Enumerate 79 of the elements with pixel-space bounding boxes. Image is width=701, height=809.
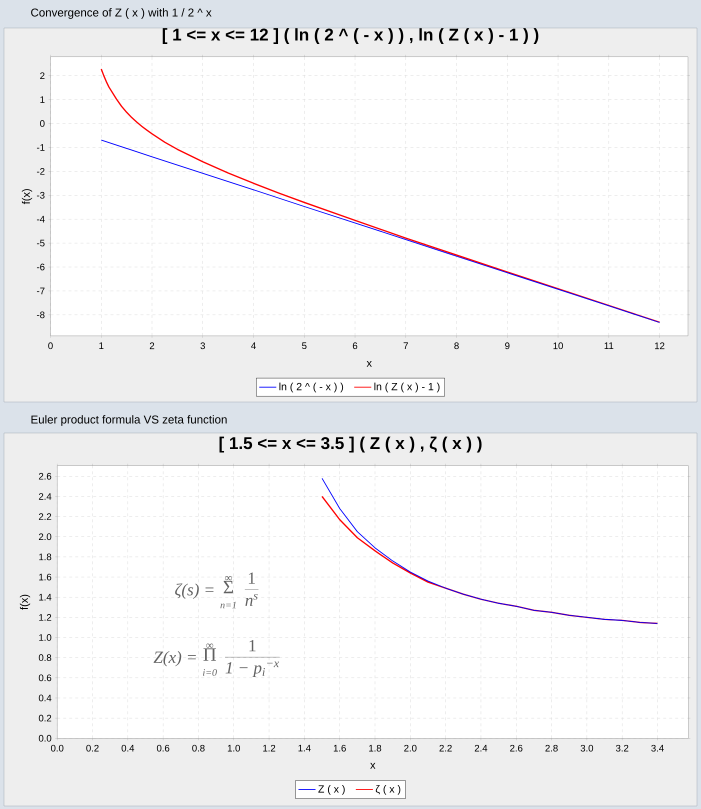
y-tick-label: 0.0 (38, 734, 52, 742)
y-tick-label: -3 (36, 192, 45, 199)
x-tick-label: 2.2 (439, 744, 452, 752)
y-tick-label: 2.0 (38, 533, 52, 540)
y-tick-label: -4 (36, 216, 45, 222)
y-tick-label: 0.4 (38, 694, 52, 702)
annotation: Π (203, 648, 216, 661)
y-axis-title: f(x) (20, 594, 30, 610)
x-axis-title: x (370, 762, 376, 769)
x-tick-label: 0.6 (156, 744, 170, 752)
annotation: Z(x) = (154, 651, 196, 666)
chart-title: [ 1.5 <= x <= 3.5 ] ( Z ( x ) , ζ ( x ) ) (220, 436, 482, 453)
annotation: ∞ (206, 644, 214, 648)
x-tick-label: 0.0 (50, 744, 64, 752)
x-tick-label: 12 (655, 342, 664, 350)
x-tick-label: 1.0 (228, 744, 240, 752)
y-tick-label: 2.2 (38, 513, 52, 520)
x-tick-label: 0.2 (86, 744, 99, 752)
annotation: Σ (224, 580, 234, 594)
y-axis-title: f(x) (22, 189, 32, 204)
y-tick-label: -2 (36, 168, 44, 175)
y-tick-label: 1.0 (39, 634, 52, 641)
annotation: ∞ (224, 576, 232, 580)
y-tick-label: -7 (36, 288, 44, 294)
legend-label: Z ( x ) (318, 784, 345, 795)
x-tick-label: 1.6 (334, 744, 346, 752)
y-tick-label: 1.4 (39, 594, 52, 600)
y-tick-label: -6 (36, 264, 45, 270)
y-tick-label: 1.2 (39, 614, 52, 621)
y-tick-label: 0.6 (38, 674, 52, 682)
y-tick-label: 1.6 (39, 574, 52, 580)
x-tick-label: 11 (604, 342, 614, 349)
text: Convergence of Z ( x ) with 1 / 2 ^ x (31, 8, 212, 19)
x-tick-label: 10 (553, 342, 563, 350)
y-tick-label: 0 (40, 120, 45, 127)
annotation: i=0 (203, 669, 217, 676)
legend-label: ln ( Z ( x ) - 1 ) (374, 382, 440, 392)
x-tick-label: 6 (352, 342, 358, 350)
x-tick-label: 2.4 (474, 744, 488, 752)
x-tick-label: 1.4 (298, 744, 311, 752)
y-tick-label: 2 (40, 72, 44, 80)
y-tick-label: 0.8 (38, 654, 52, 662)
y-tick-label: 0.2 (38, 714, 52, 722)
annotation: 1 (248, 572, 255, 584)
x-tick-label: 1.8 (369, 744, 382, 752)
x-tick-label: 2 (150, 342, 154, 350)
y-tick-label: 1.8 (39, 554, 52, 560)
y-tick-label: 2.4 (38, 493, 52, 500)
y-tick-label: -5 (36, 240, 45, 246)
x-tick-label: 3.4 (651, 744, 664, 752)
x-tick-label: 7 (404, 342, 408, 349)
x-tick-label: 2.6 (510, 744, 522, 752)
legend-label: ln ( 2 ^ ( - x ) ) (279, 382, 344, 392)
x-tick-label: 3.2 (616, 744, 628, 752)
x-tick-label: 5 (302, 342, 307, 350)
x-tick-label: 3.0 (580, 744, 594, 752)
annotation: 1 − p$_{i}$−x (226, 662, 279, 677)
y-tick-label: -1 (36, 144, 44, 151)
y-tick-label: 1 (40, 96, 44, 103)
annotation: ζ(s) = (175, 583, 214, 599)
x-tick-label: 2.0 (404, 744, 417, 752)
annotation: n=1 (220, 602, 236, 608)
x-tick-label: 9 (505, 342, 510, 350)
x-tick-label: 1 (99, 342, 104, 349)
annotation: n$^{s}$ (245, 594, 258, 606)
x-tick-label: 1.2 (263, 744, 276, 752)
legend-label: ζ ( x ) (376, 784, 400, 795)
annotation: 1 (250, 640, 256, 652)
y-tick-label: -8 (36, 311, 45, 318)
x-tick-label: 8 (454, 342, 459, 350)
x-tick-label: 0.8 (192, 744, 205, 752)
chart-title: [ 1 <= x <= 12 ] ( ln ( 2 ^ ( - x ) ) , ln ( Z ( x ) - 1 ) ) (162, 28, 538, 44)
x-tick-label: 3 (200, 342, 205, 350)
text: Euler product formula VS zeta function (31, 415, 227, 426)
x-tick-label: 0.4 (122, 744, 134, 752)
x-tick-label: 2.8 (545, 744, 558, 752)
x-axis-title: x (366, 361, 372, 367)
x-tick-label: 4 (251, 342, 256, 349)
y-tick-label: 2.6 (38, 472, 52, 480)
